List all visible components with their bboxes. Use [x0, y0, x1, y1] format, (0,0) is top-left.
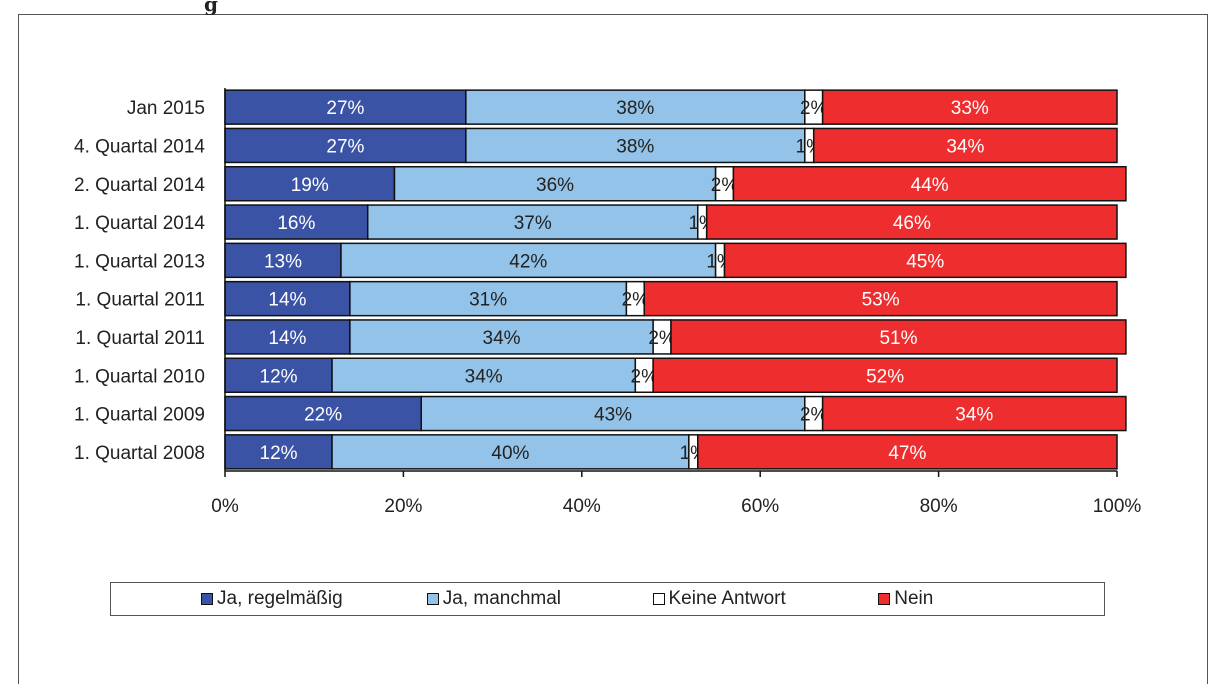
data-label: 12%	[260, 366, 298, 387]
data-label: 16%	[277, 213, 315, 234]
bar-segment	[366, 204, 699, 240]
data-label: 22%	[304, 405, 342, 426]
data-label: 36%	[536, 175, 574, 196]
legend-swatch	[201, 593, 213, 605]
category-label: 1. Quartal 2008	[74, 443, 205, 464]
legend-label: Ja, regelmäßig	[217, 588, 343, 609]
bar-segment	[697, 434, 1118, 470]
legend-label: Nein	[894, 588, 934, 609]
category-label: 1. Quartal 2010	[74, 366, 205, 387]
legend-label: Keine Antwort	[668, 588, 786, 609]
header-fragment: g	[204, 1, 218, 15]
data-label: 43%	[594, 405, 632, 426]
category-label: 1. Quartal 2011	[75, 290, 205, 311]
legend-item: Ja, manchmal	[426, 588, 653, 610]
category-label: 4. Quartal 2014	[74, 136, 205, 157]
category-label: 1. Quartal 2009	[74, 405, 205, 426]
bar-segment	[224, 166, 396, 202]
data-label: 12%	[260, 443, 298, 464]
data-label: 42%	[509, 251, 547, 272]
bar-segment	[224, 127, 467, 164]
data-label: 34%	[465, 366, 503, 387]
legend-swatch	[652, 593, 665, 605]
bar-segment	[465, 89, 806, 125]
category-label: 1. Quartal 2014	[74, 213, 205, 234]
bar-segment	[349, 319, 654, 355]
data-label: 38%	[616, 136, 654, 157]
data-label: 14%	[268, 290, 306, 311]
bar-segment	[821, 89, 1118, 125]
data-label: 46%	[893, 213, 931, 234]
data-label: 52%	[866, 366, 904, 387]
category-label: 1. Quartal 2013	[74, 251, 205, 272]
data-label: 2%	[800, 98, 828, 119]
data-label: 47%	[888, 443, 926, 464]
legend-item: Ja, regelmäßig	[201, 588, 427, 610]
legend-label: Ja, manchmal	[442, 588, 562, 609]
data-label: 2%	[631, 366, 659, 387]
data-label: 2%	[800, 405, 828, 426]
data-label: 31%	[469, 290, 507, 311]
legend-item: Nein	[878, 588, 1104, 610]
bar-segment	[643, 280, 1118, 317]
x-tick-label: 80%	[920, 496, 958, 517]
data-label: 38%	[616, 98, 654, 119]
data-label: 40%	[491, 443, 529, 464]
bar-segment	[224, 242, 342, 279]
data-label: 45%	[906, 251, 944, 272]
x-tick-label: 0%	[211, 496, 239, 517]
bar-segment	[705, 204, 1118, 240]
data-label: 2%	[711, 175, 739, 196]
bar-segment	[652, 357, 1118, 393]
legend-item: Keine Antwort	[652, 588, 879, 610]
category-label: 2. Quartal 2014	[74, 175, 205, 196]
bar-segment	[340, 242, 717, 279]
data-label: 2%	[622, 290, 650, 311]
x-tick-label: 40%	[563, 496, 601, 517]
data-label: 34%	[946, 136, 984, 157]
data-label: 27%	[326, 98, 364, 119]
bar-segment	[331, 434, 690, 470]
bar-segment	[670, 319, 1127, 355]
category-label: 1. Quartal 2011	[75, 328, 205, 349]
x-tick-label: 60%	[741, 496, 779, 517]
data-label: 13%	[264, 251, 302, 272]
data-label: 19%	[291, 175, 329, 196]
data-label: 33%	[951, 98, 989, 119]
bar-segment	[723, 242, 1127, 279]
chart-legend: Ja, regelmäßig Ja, manchmal Keine Antwort N…	[110, 582, 1105, 616]
bar-segment	[821, 395, 1127, 432]
data-label: 53%	[862, 290, 900, 311]
bar-segment	[393, 166, 717, 202]
legend-swatch	[878, 593, 891, 605]
x-tick-label: 20%	[384, 496, 422, 517]
bar-segment	[224, 357, 333, 393]
bar-segment	[465, 127, 806, 164]
data-label: 14%	[268, 328, 306, 349]
data-label: 2%	[648, 328, 676, 349]
bar-segment	[224, 319, 351, 355]
data-label: 37%	[514, 213, 552, 234]
data-label: 44%	[911, 175, 949, 196]
data-label: 34%	[483, 328, 521, 349]
data-label: 27%	[326, 136, 364, 157]
category-label: Jan 2015	[127, 98, 205, 119]
legend-swatch	[426, 593, 439, 605]
bar-segment	[331, 357, 637, 393]
stacked-bar-chart: Jan 2015 27% 38% 2% 33% 4. Quartal 2014 27% 38%…	[74, 88, 1142, 517]
data-label: 34%	[955, 405, 993, 426]
bar-segment	[732, 166, 1127, 202]
bar-segment	[812, 127, 1118, 164]
x-tick-label: 100%	[1093, 496, 1142, 517]
data-label: 51%	[879, 328, 917, 349]
chart-frame: g	[18, 1, 1208, 684]
